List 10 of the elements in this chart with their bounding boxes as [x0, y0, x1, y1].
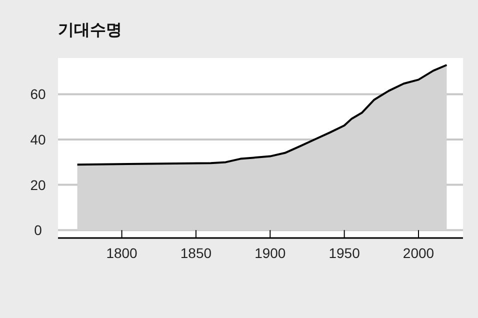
chart-title: 기대수명 — [58, 22, 122, 39]
x-tick-label: 1850 — [180, 245, 212, 261]
x-tick-label: 1800 — [106, 245, 138, 261]
y-tick-label: 0 — [34, 222, 42, 238]
x-tick-label: 2000 — [402, 245, 434, 261]
x-tick-label: 1900 — [254, 245, 286, 261]
y-tick-label: 60 — [30, 86, 46, 102]
y-tick-label: 40 — [30, 132, 46, 148]
x-tick-label: 1950 — [328, 245, 360, 261]
y-tick-label: 20 — [30, 176, 46, 193]
